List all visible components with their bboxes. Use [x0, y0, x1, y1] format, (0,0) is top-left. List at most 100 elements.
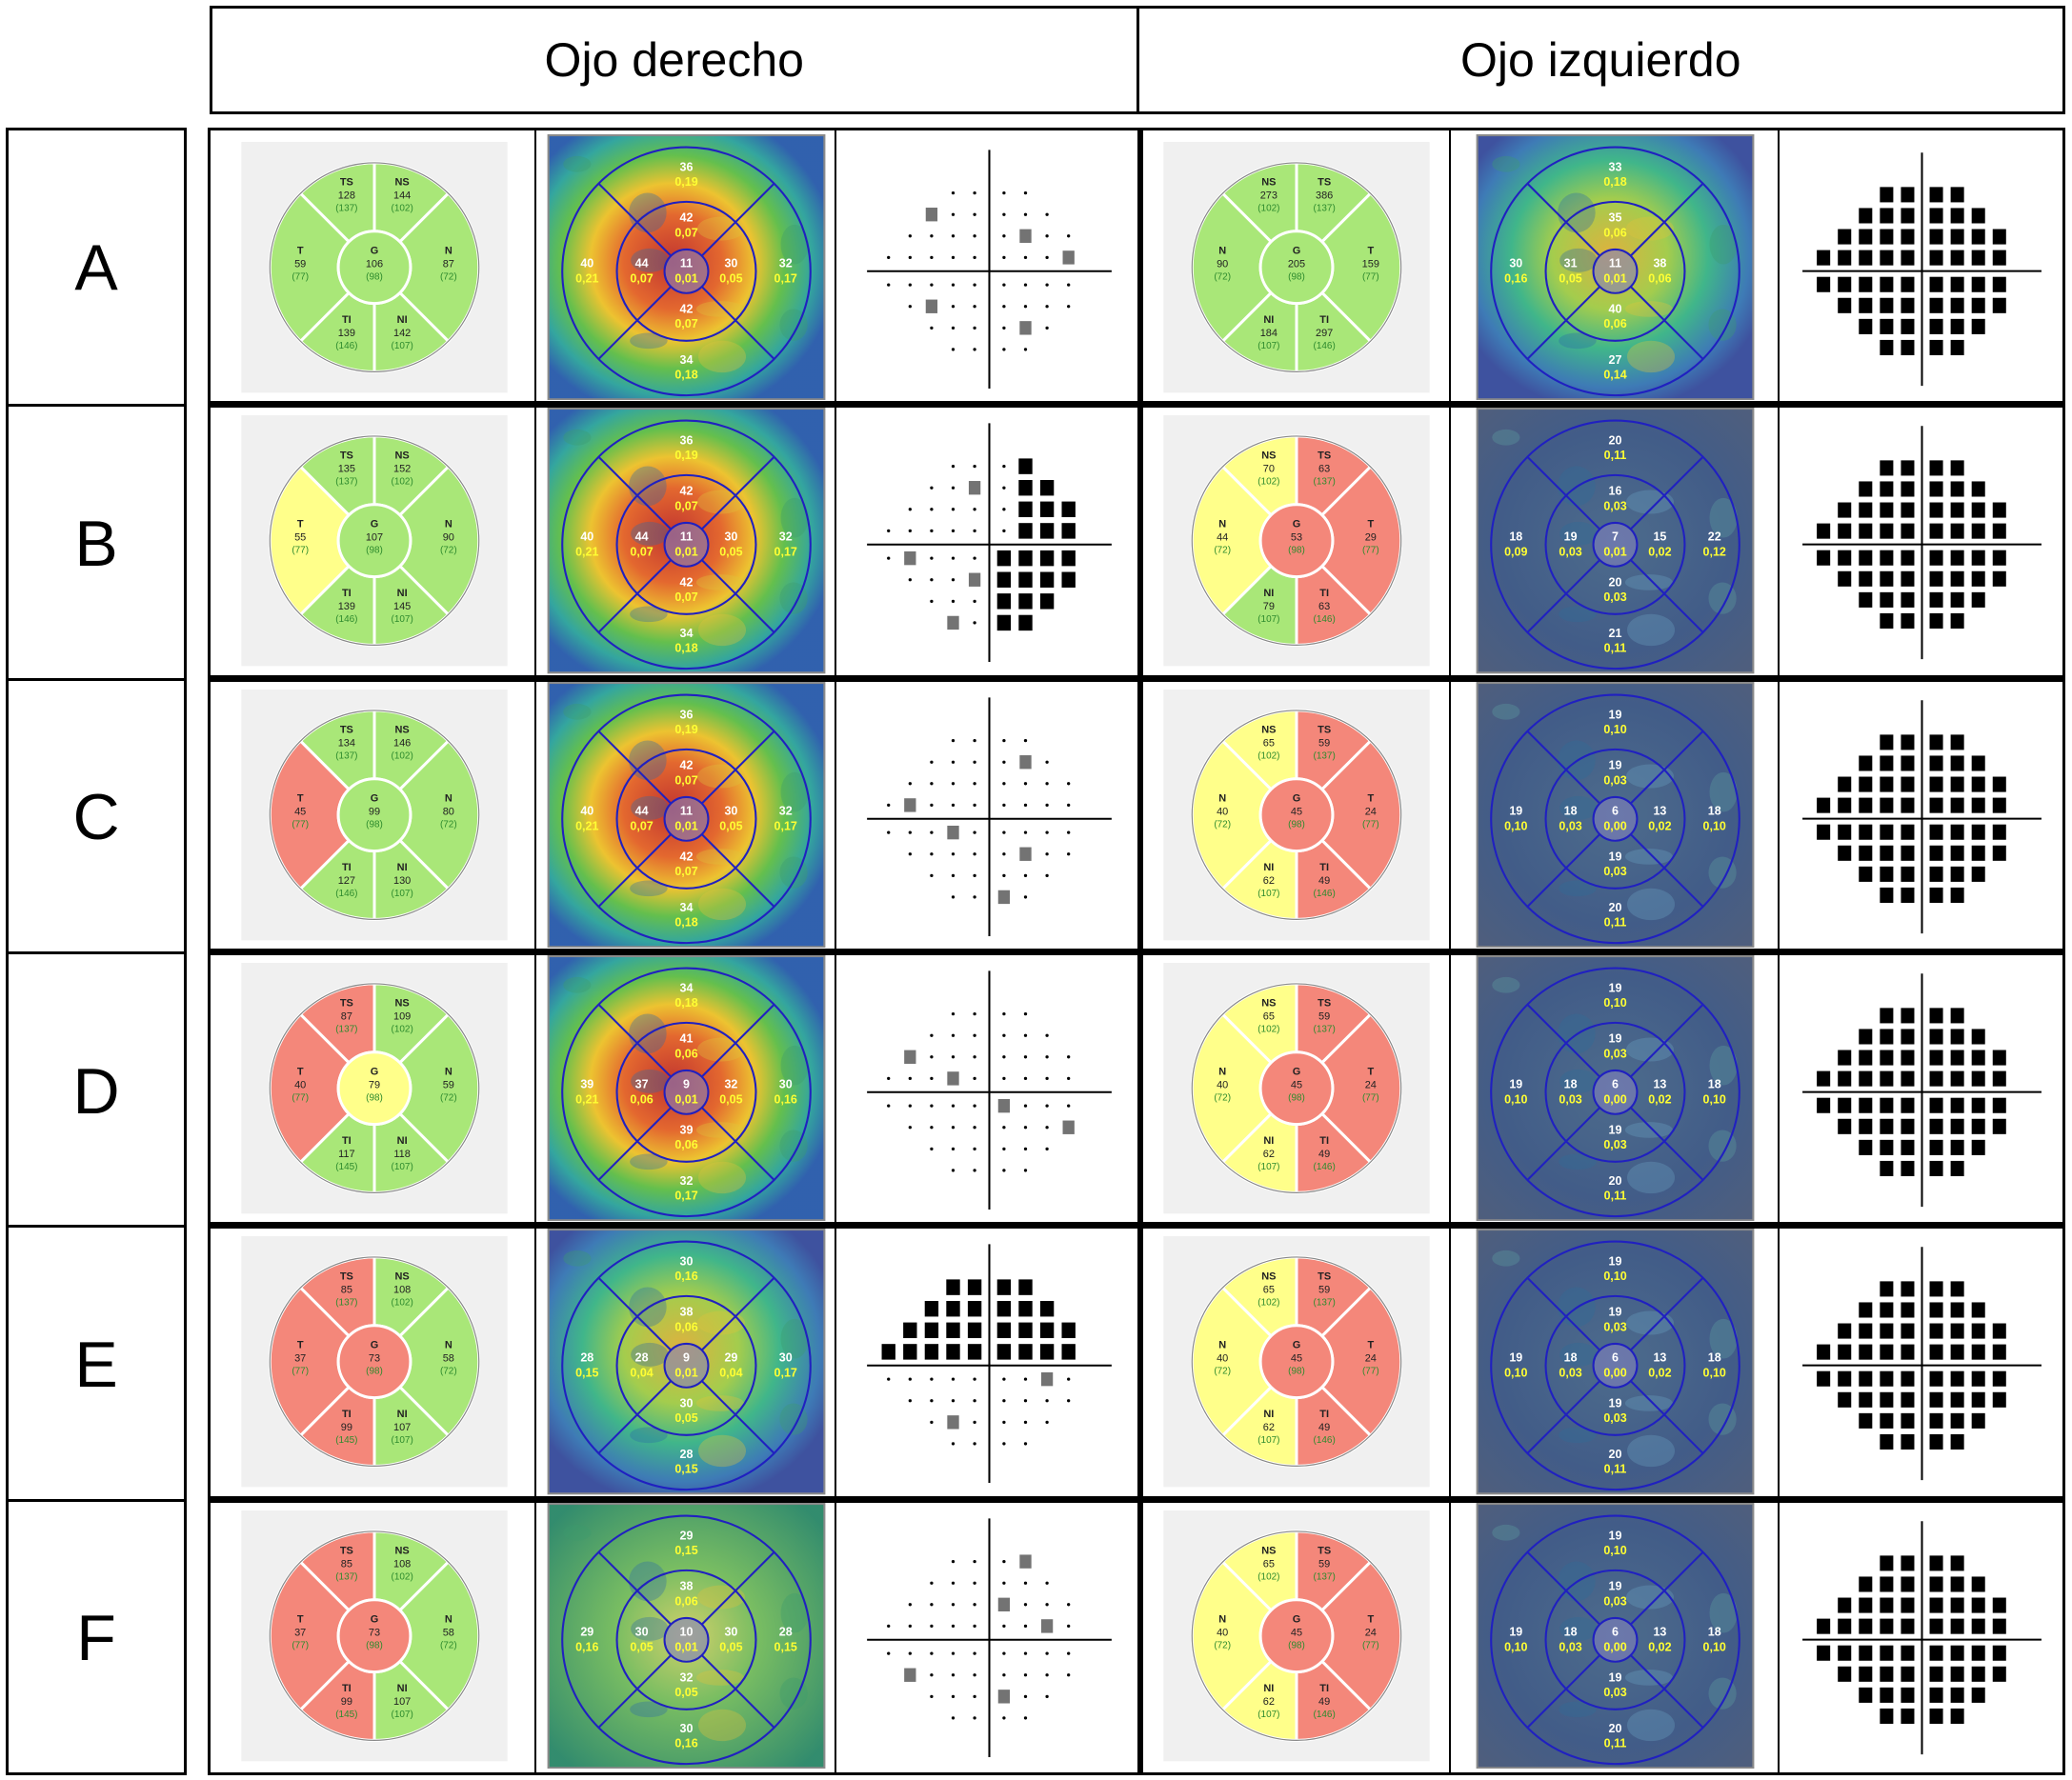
- patient-row: TS 128 (137) NS 144 (102) N 87 (72) NI 142 (107) TI 1…: [211, 134, 2062, 401]
- thickness-value: 30: [635, 1625, 649, 1638]
- field-point-normal: [1023, 1033, 1028, 1037]
- thickness-value: 32: [680, 1174, 694, 1188]
- field-defect-absolute: [1929, 318, 1943, 334]
- thickness-ratio: 0,06: [1648, 271, 1671, 285]
- field-point-normal: [1023, 830, 1028, 834]
- field-defect-absolute: [1929, 339, 1943, 355]
- rnfl-sector-value: 45: [1291, 1627, 1302, 1638]
- thickness-value: 40: [580, 804, 593, 817]
- etdrs-spoke: [1526, 730, 1601, 805]
- field-defect-absolute: [1880, 1371, 1894, 1388]
- heatmap-blotch: [1559, 880, 1597, 896]
- rnfl-sector-normal: (77): [1362, 546, 1379, 556]
- field-point-normal: [930, 234, 934, 238]
- field-point-normal: [1023, 781, 1028, 786]
- thickness-ratio: 0,11: [1604, 642, 1627, 655]
- field-defect-absolute: [1880, 866, 1894, 882]
- field-defect-absolute: [1929, 1708, 1943, 1724]
- field-defect-absolute: [1817, 1645, 1831, 1661]
- field-point-normal: [908, 508, 912, 511]
- thickness-value: 6: [1612, 804, 1619, 817]
- field-defect-absolute: [1929, 1645, 1943, 1661]
- field-point-normal: [908, 1399, 912, 1403]
- right-thickness-map-svg: 29 0,15 38 0,06 29 0,16 30 0,05 10 0,01 30 0,05 28 0,…: [547, 1502, 826, 1769]
- etdrs-spoke: [1629, 832, 1704, 908]
- rnfl-sector-name: G: [1293, 1067, 1301, 1078]
- field-defect-absolute: [1992, 229, 2006, 245]
- thickness-ratio: 0,10: [1603, 1544, 1626, 1557]
- field-point-normal: [1002, 508, 1006, 511]
- rnfl-sector-normal: (137): [335, 1298, 357, 1309]
- field-defect-absolute: [1929, 1139, 1943, 1155]
- etdrs-spoke: [1526, 1107, 1601, 1181]
- field-defect-absolute: [1838, 297, 1852, 313]
- rnfl-sector-value: 62: [1263, 1149, 1275, 1160]
- thickness-value: 44: [635, 804, 649, 817]
- field-defect-absolute: [1901, 1323, 1915, 1339]
- field-point-normal: [930, 530, 934, 533]
- field-point-normal: [1045, 1694, 1049, 1698]
- rnfl-sector-normal: (107): [1257, 1435, 1279, 1446]
- rnfl-sector-value: 59: [443, 1080, 454, 1091]
- rnfl-sector-normal: (137): [335, 477, 357, 488]
- rnfl-sector-name: NS: [395, 177, 410, 189]
- rnfl-sector-value: 40: [294, 1080, 306, 1091]
- field-point-normal: [1045, 234, 1049, 238]
- row-divider: [211, 674, 2062, 682]
- heatmap-blotch: [780, 498, 809, 538]
- field-defect-absolute: [1880, 550, 1894, 567]
- field-point-normal: [1045, 1399, 1049, 1403]
- thickness-ratio: 0,21: [575, 271, 598, 285]
- rnfl-sector-g: [336, 503, 412, 579]
- rnfl-sector-name: N: [445, 519, 453, 530]
- fovea-center: [665, 1070, 708, 1113]
- thickness-ratio: 0,02: [1648, 1092, 1671, 1106]
- field-point-normal: [951, 781, 956, 786]
- field-defect-absolute: [1880, 250, 1894, 266]
- field-defect-absolute: [1929, 1160, 1943, 1176]
- etdrs-spoke: [1526, 559, 1601, 634]
- fovea-center: [665, 1618, 708, 1661]
- rnfl-sector-name: TS: [1318, 998, 1331, 1010]
- rnfl-sector-value: 63: [1318, 601, 1330, 612]
- field-point-normal: [951, 556, 956, 561]
- field-defect-absolute: [1992, 797, 2006, 813]
- right-visual-field-svg: [847, 1502, 1132, 1769]
- patient-row: TS 85 (137) NS 108 (102) N 58 (72) NI 107 (107) TI 99…: [211, 1229, 2062, 1495]
- left-rnfl-circle: NS 65 (102) TS 59 (137) T 24 (77) TI 49 (146) NI 62 (1…: [1146, 1229, 1447, 1494]
- field-point-normal: [951, 1715, 956, 1720]
- field-point-normal: [930, 283, 934, 287]
- field-point-normal: [930, 578, 934, 582]
- etdrs-ring: [663, 1616, 710, 1663]
- thickness-value: 19: [1609, 982, 1622, 995]
- field-defect-absolute: [1929, 276, 1943, 292]
- field-defect-absolute: [1901, 592, 1915, 609]
- thickness-ratio: 0,10: [1504, 819, 1527, 832]
- right-thickness-map: 34 0,18 41 0,06 39 0,21 37 0,06 9 0,01 32 0,05 30 0,1…: [540, 955, 833, 1222]
- rnfl-sector-value: 90: [1217, 259, 1228, 270]
- rnfl-sector-normal: (98): [1288, 1367, 1305, 1377]
- field-defect-absolute: [1880, 1708, 1894, 1724]
- field-defect-absolute: [1859, 1344, 1873, 1360]
- field-defect-relative: [997, 1597, 1011, 1611]
- field-defect-absolute: [1901, 339, 1915, 355]
- field-point-normal: [1002, 1559, 1006, 1563]
- field-defect-absolute: [1901, 208, 1915, 224]
- etdrs-ring: [615, 1021, 757, 1163]
- field-defect-absolute: [1929, 1434, 1943, 1450]
- field-defect-absolute: [1971, 1139, 1985, 1155]
- right-rnfl-circle-svg: TS 85 (137) NS 108 (102) N 58 (72) NI 107 (107) TI 99…: [241, 1236, 508, 1488]
- thickness-value: 19: [1609, 758, 1622, 771]
- rnfl-sector-normal: (107): [392, 341, 413, 351]
- field-defect-absolute: [1838, 571, 1852, 588]
- heatmap-blotch: [1559, 332, 1597, 350]
- field-defect-absolute: [1880, 318, 1894, 334]
- heatmap-blotch: [698, 888, 747, 920]
- rnfl-sector-value: 37: [294, 1353, 306, 1365]
- field-defect-absolute: [1859, 845, 1873, 861]
- heatmap-blotch: [630, 1153, 668, 1170]
- rnfl-outline: [269, 435, 480, 647]
- left-rnfl-circle-svg: NS 65 (102) TS 59 (137) T 24 (77) TI 49 (146) NI 62 (1…: [1163, 1236, 1430, 1488]
- thickness-ratio: 0,16: [774, 1092, 797, 1106]
